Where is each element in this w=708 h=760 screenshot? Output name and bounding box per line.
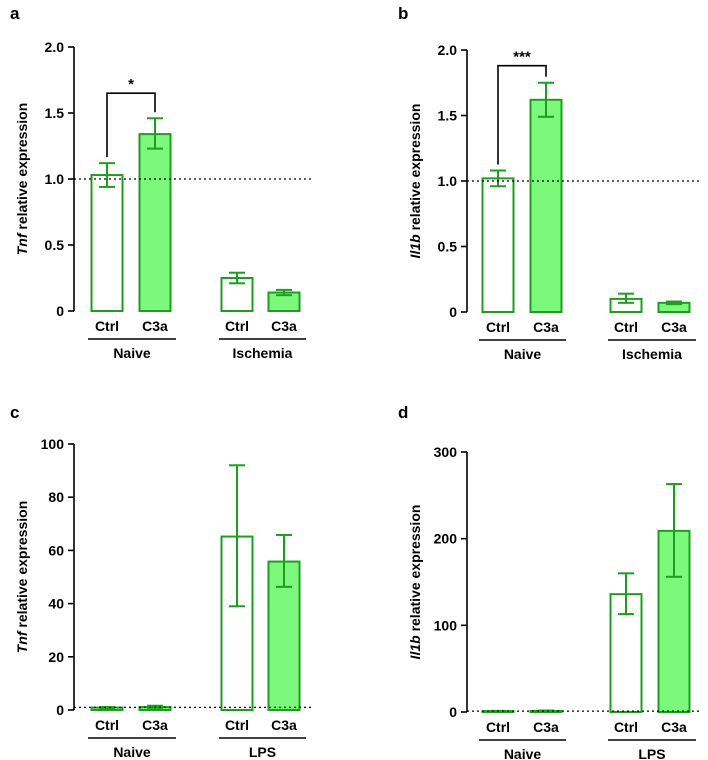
y-tick-label: 1.0	[438, 173, 458, 189]
y-axis-label-gene: Tnf	[14, 630, 30, 653]
group-label: Ischemia	[622, 346, 682, 362]
y-tick-label: 100	[41, 436, 65, 452]
bar-c3a	[529, 98, 563, 313]
y-tick-label: 0	[56, 702, 64, 718]
y-tick-label: 60	[48, 542, 64, 558]
y-tick-label: 20	[48, 649, 64, 665]
category-label: Ctrl	[486, 319, 510, 335]
category-label: C3a	[142, 717, 168, 733]
panel-b: b Il1b relative expression 0 0.5 1.0 1.5 2.0 Ct…	[398, 4, 700, 362]
panel-letter: d	[398, 403, 408, 422]
category-label: Ctrl	[225, 318, 249, 334]
group-label: Naive	[113, 345, 151, 361]
y-tick-label: 2.0	[45, 39, 65, 55]
category-label: C3a	[142, 318, 168, 334]
panel-d: d Il1b relative expression 0 100 200 300 Ctrl C…	[398, 403, 700, 760]
category-label: C3a	[533, 719, 559, 735]
significance-label: *	[128, 76, 134, 93]
group-label: Ischemia	[233, 345, 293, 361]
category-label: Ctrl	[614, 719, 638, 735]
panel-letter: a	[10, 4, 20, 23]
bar-ctrl	[90, 174, 124, 312]
panel-letter: b	[398, 4, 408, 23]
group-label: Naive	[113, 744, 151, 760]
y-tick-label: 0.5	[45, 237, 65, 253]
y-axis-label: Tnf relative expression	[14, 103, 30, 256]
category-label: Ctrl	[614, 319, 638, 335]
group-label: LPS	[638, 746, 665, 760]
y-tick-label: 1.0	[45, 171, 65, 187]
y-tick-label: 1.5	[45, 105, 65, 121]
y-tick-label: 1.5	[438, 108, 458, 124]
category-label: C3a	[533, 319, 559, 335]
y-axis-label: Tnf relative expression	[14, 501, 30, 654]
y-axis-label-gene: Il1b	[407, 234, 423, 259]
bar-c3a	[138, 133, 172, 312]
category-label: Ctrl	[95, 318, 119, 334]
y-axis-label: Il1b relative expression	[407, 104, 423, 259]
group-label: Naive	[504, 346, 542, 362]
y-axis-label-text: relative expression	[407, 104, 423, 235]
significance-bracket	[106, 92, 156, 158]
y-tick-label: 0	[449, 704, 457, 720]
category-label: C3a	[661, 319, 687, 335]
panel-letter: c	[10, 403, 19, 422]
y-tick-label: 0	[56, 303, 64, 319]
y-tick-label: 200	[434, 531, 458, 547]
category-label: C3a	[271, 318, 297, 334]
y-axis-label: Il1b relative expression	[407, 505, 423, 660]
category-label: C3a	[271, 717, 297, 733]
category-label: Ctrl	[95, 717, 119, 733]
y-axis-label-gene: Il1b	[407, 635, 423, 660]
y-tick-label: 300	[434, 444, 458, 460]
bar-ctrl	[481, 177, 515, 313]
y-axis-label-text: relative expression	[14, 501, 30, 632]
y-tick-label: 0.5	[438, 239, 458, 255]
panel-a: a Tnf relative expression 0 0.5 1.0 1.5 2.0 Ctr…	[10, 4, 312, 361]
y-tick-label: 80	[48, 489, 64, 505]
category-label: Ctrl	[225, 717, 249, 733]
y-tick-label: 2.0	[438, 42, 458, 58]
y-tick-label: 100	[434, 617, 458, 633]
category-label: C3a	[661, 719, 687, 735]
y-axis-label-gene: Tnf	[14, 232, 30, 255]
y-axis-label-text: relative expression	[14, 103, 30, 234]
y-tick-label: 40	[48, 596, 64, 612]
group-label: Naive	[504, 746, 542, 760]
group-label: LPS	[249, 744, 276, 760]
significance-bracket	[497, 64, 547, 165]
panel-c: c Tnf relative expression 0 20 40 60 80 100 Ctrl…	[10, 403, 312, 760]
y-tick-label: 0	[449, 304, 457, 320]
significance-label: ***	[513, 49, 531, 66]
y-axis-label-text: relative expression	[407, 505, 423, 636]
category-label: Ctrl	[486, 719, 510, 735]
